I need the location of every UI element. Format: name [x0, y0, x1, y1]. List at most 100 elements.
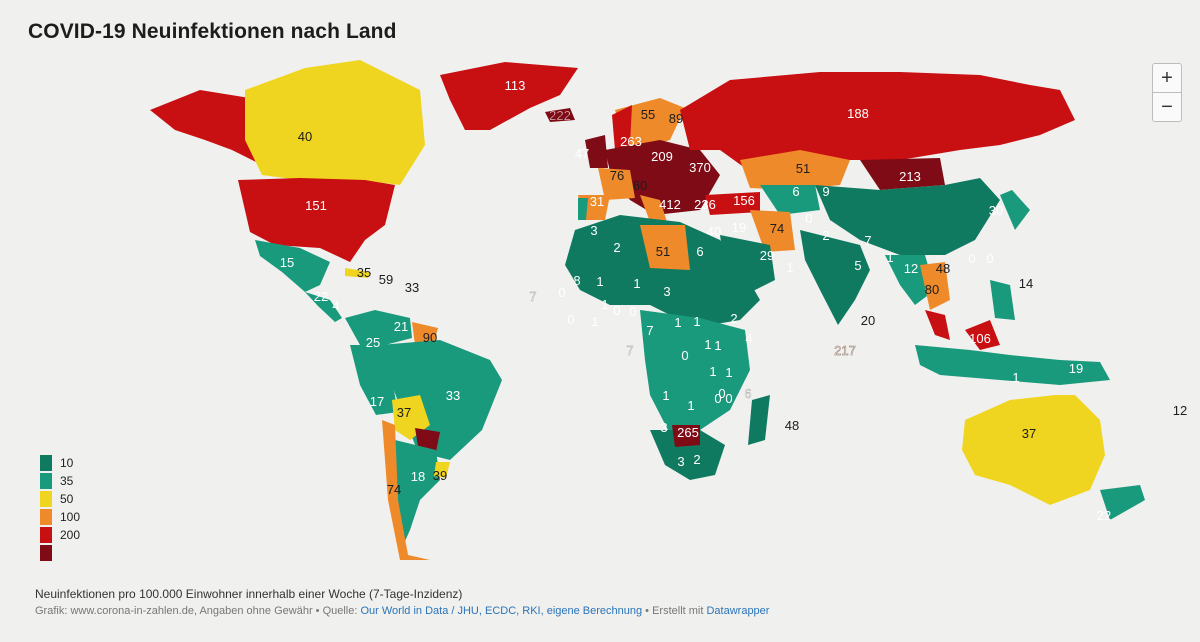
map-value-label: 40 — [298, 129, 312, 144]
map-value-label: 263 — [620, 134, 642, 149]
country-alaska-canada-west[interactable] — [150, 90, 262, 165]
map-value-label: 3 — [590, 223, 597, 238]
color-legend: 10 35 50 100 200 — [40, 454, 80, 562]
country-korea-japan[interactable] — [1000, 190, 1030, 230]
country-thailand[interactable] — [920, 262, 950, 310]
country-indonesia[interactable] — [915, 345, 1110, 385]
country-colombia-venezuela[interactable] — [345, 310, 412, 345]
country-argentina[interactable] — [395, 440, 440, 548]
map-value-label: 113 — [505, 78, 526, 93]
country-central-america[interactable] — [305, 292, 342, 322]
map-value-label: 1 — [725, 365, 732, 380]
map-value-label: 18 — [411, 469, 425, 484]
country-usa[interactable] — [238, 178, 395, 262]
country-mongolia[interactable] — [860, 158, 945, 190]
country-uk-ireland[interactable] — [585, 135, 608, 168]
map-value-label: 90 — [423, 330, 437, 345]
country-botswana[interactable] — [672, 425, 700, 447]
country-turkey[interactable] — [705, 192, 760, 215]
map-value-label: 2 — [613, 240, 620, 255]
map-value-label: 213 — [899, 169, 921, 184]
country-mexico[interactable] — [255, 240, 330, 292]
map-value-label: 31 — [590, 194, 604, 209]
country-portugal[interactable] — [578, 198, 588, 220]
country-africa-north[interactable] — [565, 215, 760, 325]
legend-swatch — [40, 491, 52, 507]
map-value-label: 3 — [660, 420, 667, 435]
map-value-label: 74 — [387, 482, 401, 497]
country-china[interactable] — [815, 178, 1000, 255]
map-value-label: 2 — [730, 311, 737, 326]
country-iceland[interactable] — [545, 108, 575, 122]
country-uruguay[interactable] — [434, 462, 450, 478]
country-india[interactable] — [800, 230, 870, 325]
map-value-label: 7 — [864, 233, 871, 248]
map-value-label: 151 — [305, 198, 327, 213]
map-value-label: 7 — [626, 343, 633, 358]
map-value-label: 5 — [854, 258, 861, 273]
country-chile[interactable] — [382, 420, 430, 560]
country-borneo[interactable] — [965, 320, 1000, 350]
map-value-label: 51 — [656, 244, 670, 259]
map-value-label: 17 — [370, 394, 384, 409]
country-france[interactable] — [598, 168, 635, 200]
map-value-label: 29 — [760, 248, 774, 263]
country-scandinavia[interactable] — [615, 98, 685, 148]
country-australia[interactable] — [962, 395, 1105, 505]
map-value-label: 25 — [366, 335, 380, 350]
country-russia[interactable] — [680, 72, 1075, 168]
country-new-zealand[interactable] — [1100, 485, 1145, 520]
map-value-label: 40 — [707, 224, 721, 239]
legend-swatch — [40, 527, 52, 543]
map-value-label: 236 — [694, 197, 716, 212]
map-value-label: 21 — [394, 319, 408, 334]
map-value-label: 48 — [936, 261, 950, 276]
map-value-label: 33 — [446, 388, 460, 403]
country-italy[interactable] — [640, 195, 668, 225]
legend-item: 50 — [40, 490, 80, 508]
country-norway[interactable] — [612, 105, 632, 150]
country-philippines[interactable] — [990, 280, 1015, 320]
legend-swatch — [40, 509, 52, 525]
map-value-label: 2 — [822, 228, 829, 243]
map-value-label: 60 — [633, 178, 647, 193]
country-malaysia[interactable] — [925, 310, 950, 340]
country-central-asia[interactable] — [760, 185, 820, 215]
country-caribbean[interactable] — [345, 268, 370, 278]
map-value-label: 3 — [677, 454, 684, 469]
country-canada[interactable] — [245, 60, 425, 185]
map-title: COVID-19 Neuinfektionen nach Land — [28, 20, 397, 43]
map-value-label: 0 — [629, 304, 636, 319]
country-iran[interactable] — [750, 210, 795, 252]
datawrapper-link[interactable]: Datawrapper — [706, 605, 770, 617]
map-value-label: 55 — [641, 107, 655, 122]
map-value-label: 1 — [704, 337, 711, 352]
map-value-label: 1 — [633, 276, 640, 291]
country-bolivia[interactable] — [392, 395, 430, 440]
country-libya[interactable] — [640, 225, 690, 270]
map-value-label: 370 — [689, 160, 711, 175]
legend-item: 200 — [40, 526, 80, 544]
map-value-label: 35 — [357, 265, 371, 280]
legend-swatch — [40, 473, 52, 489]
country-kazakhstan[interactable] — [740, 150, 850, 190]
source-link[interactable]: Our World in Data / JHU, ECDC, RKI, eige… — [360, 605, 643, 617]
map-value-label: 222 — [549, 108, 571, 123]
map-value-label: 19 — [1069, 361, 1083, 376]
country-peru[interactable] — [350, 345, 398, 415]
country-greenland[interactable] — [440, 62, 578, 130]
map-value-label: 209 — [651, 149, 673, 164]
country-africa-south[interactable] — [650, 430, 725, 480]
country-madagascar[interactable] — [748, 395, 770, 445]
map-value-label: 1 — [709, 364, 716, 379]
country-paraguay[interactable] — [415, 428, 440, 452]
zoom-out-button[interactable]: − — [1152, 92, 1182, 122]
legend-swatch — [40, 455, 52, 471]
legend-swatch — [40, 545, 52, 561]
map-value-label: 30 — [989, 203, 1003, 218]
country-africa-central[interactable] — [640, 310, 750, 430]
map-value-label: 0 — [558, 285, 565, 300]
map-value-label: 0 — [714, 391, 721, 406]
map-value-label: 1 — [674, 315, 681, 330]
